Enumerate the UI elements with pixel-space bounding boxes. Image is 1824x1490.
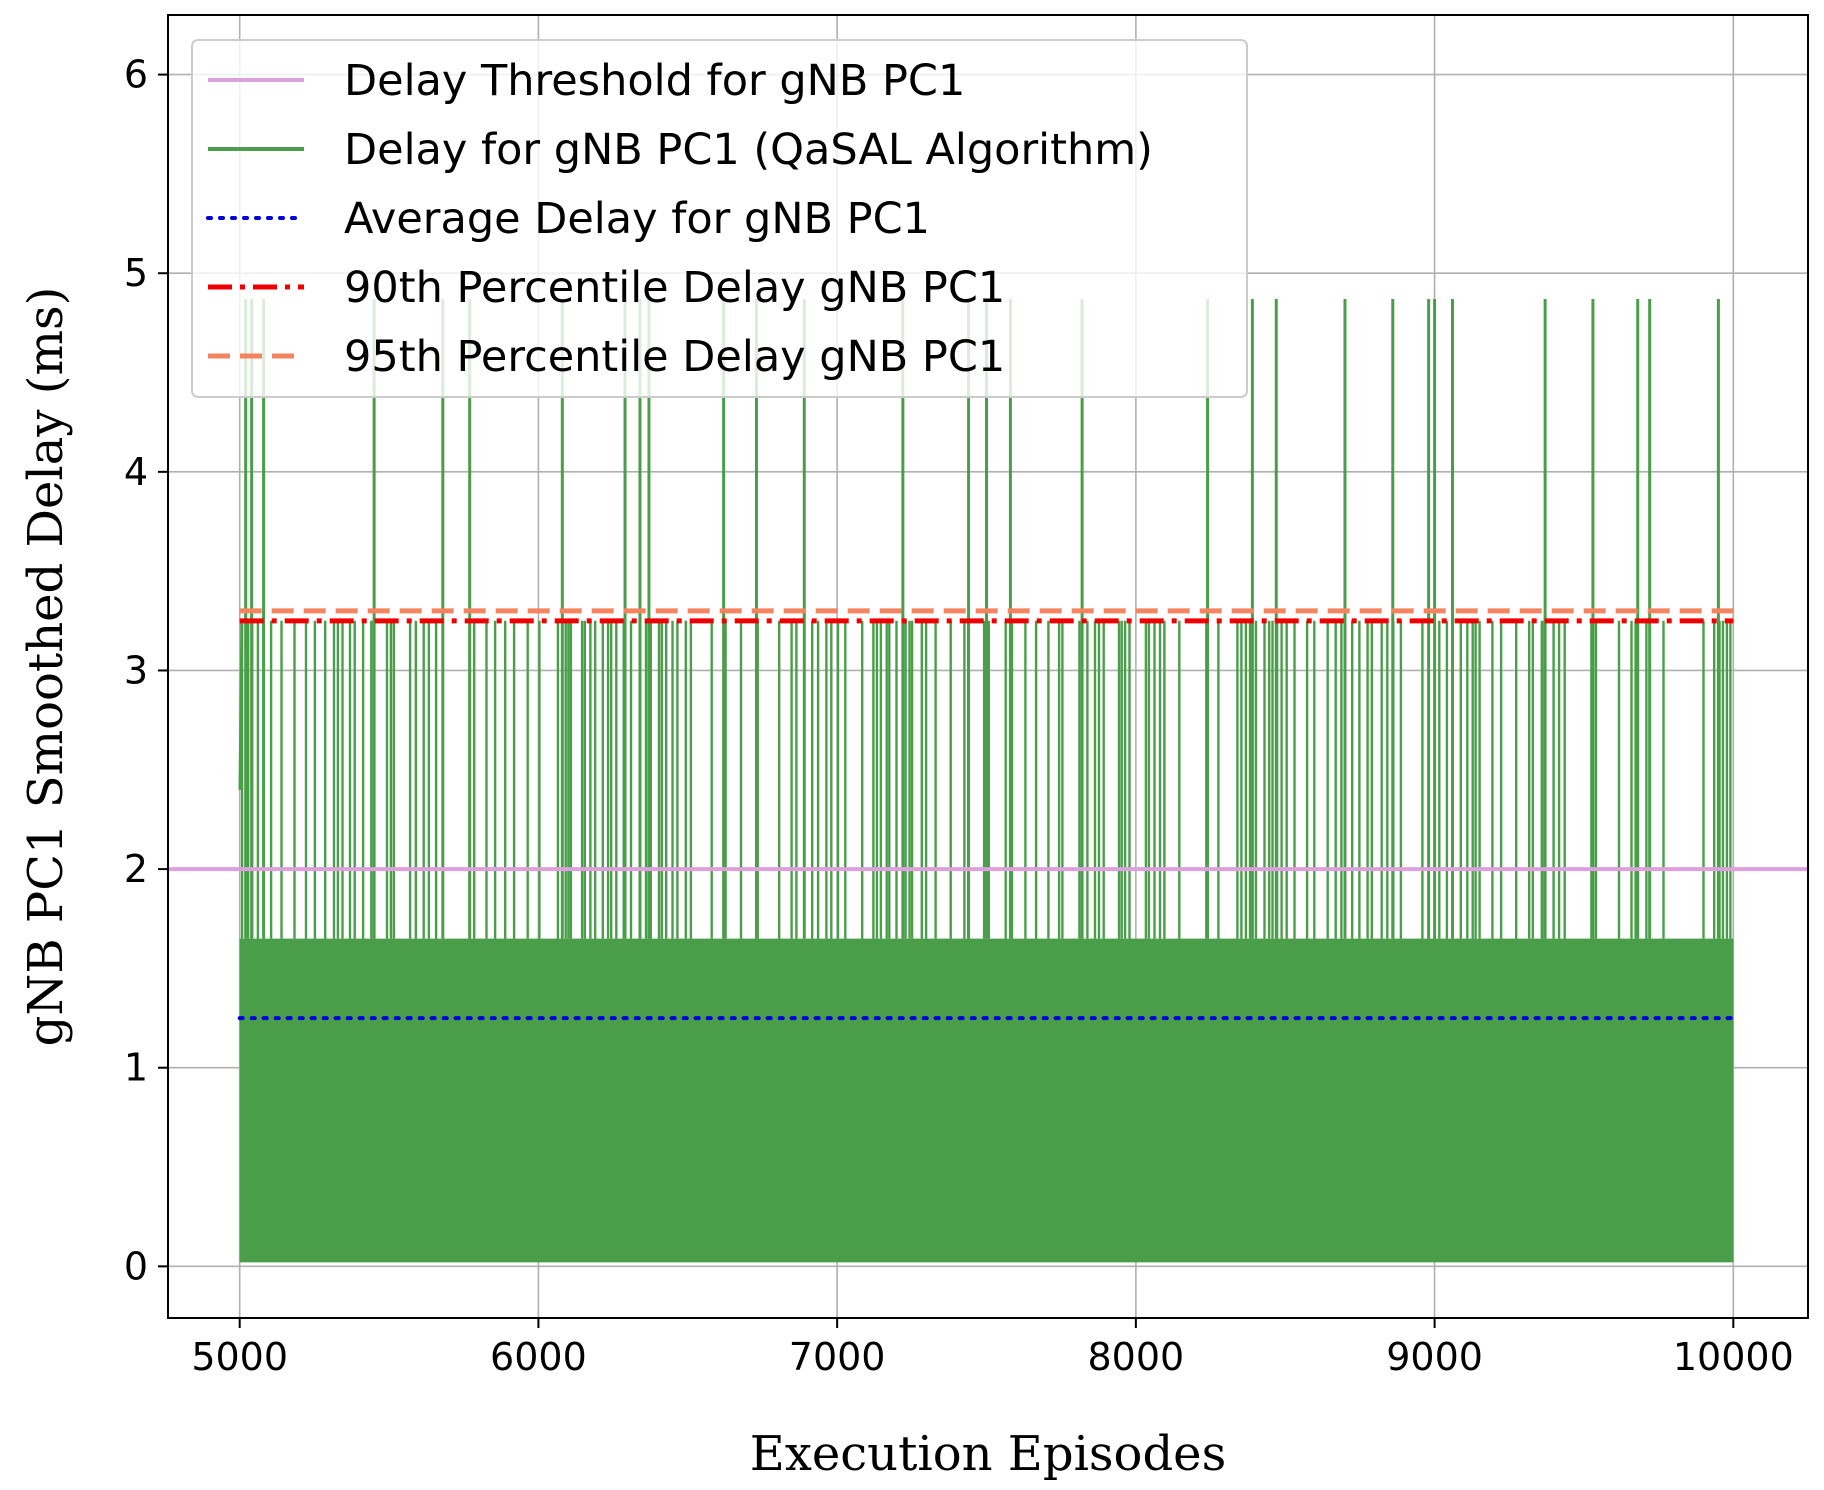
x-tick-label: 6000 (490, 1335, 587, 1379)
plot-frame (167, 14, 1809, 1319)
y-tick-label: 0 (124, 1244, 148, 1288)
axis-ticks: 5000 6000 7000 8000 9000 10000 0 1 2 3 4 5 6 (124, 53, 1794, 1379)
reference-lines (168, 608, 1808, 1021)
x-axis-title: Execution Episodes (750, 1426, 1226, 1482)
delay-band-body (239, 938, 1734, 1263)
y-tick-label: 1 (124, 1046, 148, 1090)
delay-mid-spikes (238, 620, 1732, 939)
legend-label: 95th Percentile Delay gNB PC1 (344, 332, 1005, 382)
x-tick-label: 10000 (1673, 1335, 1794, 1379)
y-tick-label: 4 (124, 450, 148, 494)
x-tick-label: 7000 (789, 1335, 886, 1379)
y-axis-title: gNB PC1 Smoothed Delay (ms) (18, 287, 74, 1047)
legend: Delay Threshold for gNB PC1 Delay for gNB… (191, 39, 1248, 398)
y-tick-label: 2 (124, 847, 148, 891)
y-tick-label: 3 (124, 648, 148, 692)
legend-label: 90th Percentile Delay gNB PC1 (344, 263, 1005, 313)
x-tick-label: 5000 (191, 1335, 288, 1379)
legend-label: Delay for gNB PC1 (QaSAL Algorithm) (344, 125, 1153, 175)
delay-series-band (238, 299, 1734, 1263)
legend-label: Delay Threshold for gNB PC1 (344, 56, 965, 106)
y-tick-label: 6 (124, 53, 148, 97)
x-tick-label: 8000 (1088, 1335, 1185, 1379)
legend-box (191, 39, 1248, 398)
y-tick-label: 5 (124, 251, 148, 295)
x-tick-label: 9000 (1386, 1335, 1483, 1379)
legend-label: Average Delay for gNB PC1 (344, 194, 930, 244)
